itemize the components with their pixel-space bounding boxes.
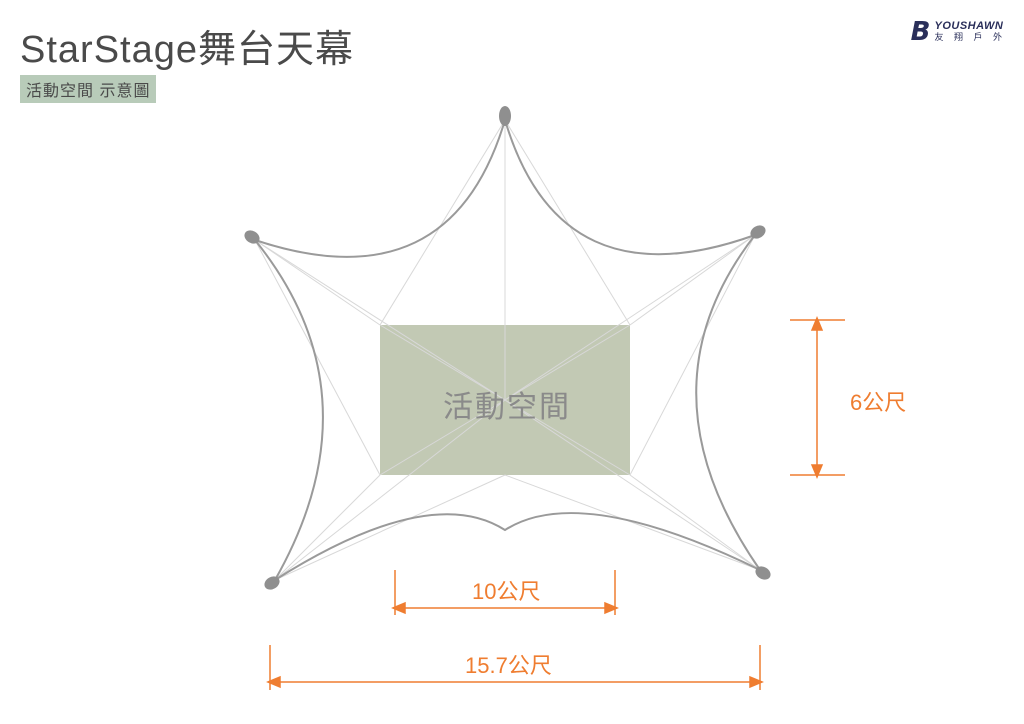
brand-logo: 𝘽 YOUSHAWN 友 翔 戶 外 — [911, 18, 1006, 44]
dimension-6m — [790, 318, 845, 477]
activity-area-label: 活動空間 — [443, 382, 571, 426]
dim-label-15-7m: 15.7公尺 — [465, 648, 552, 680]
dim-label-10m: 10公尺 — [472, 574, 540, 606]
dim-label-6m: 6公尺 — [850, 385, 906, 417]
logo-english: YOUSHAWN — [934, 21, 1006, 32]
logo-mark-icon: 𝘽 — [911, 18, 931, 44]
canopy-outline — [255, 120, 760, 580]
logo-chinese: 友 翔 戶 外 — [934, 33, 1006, 42]
